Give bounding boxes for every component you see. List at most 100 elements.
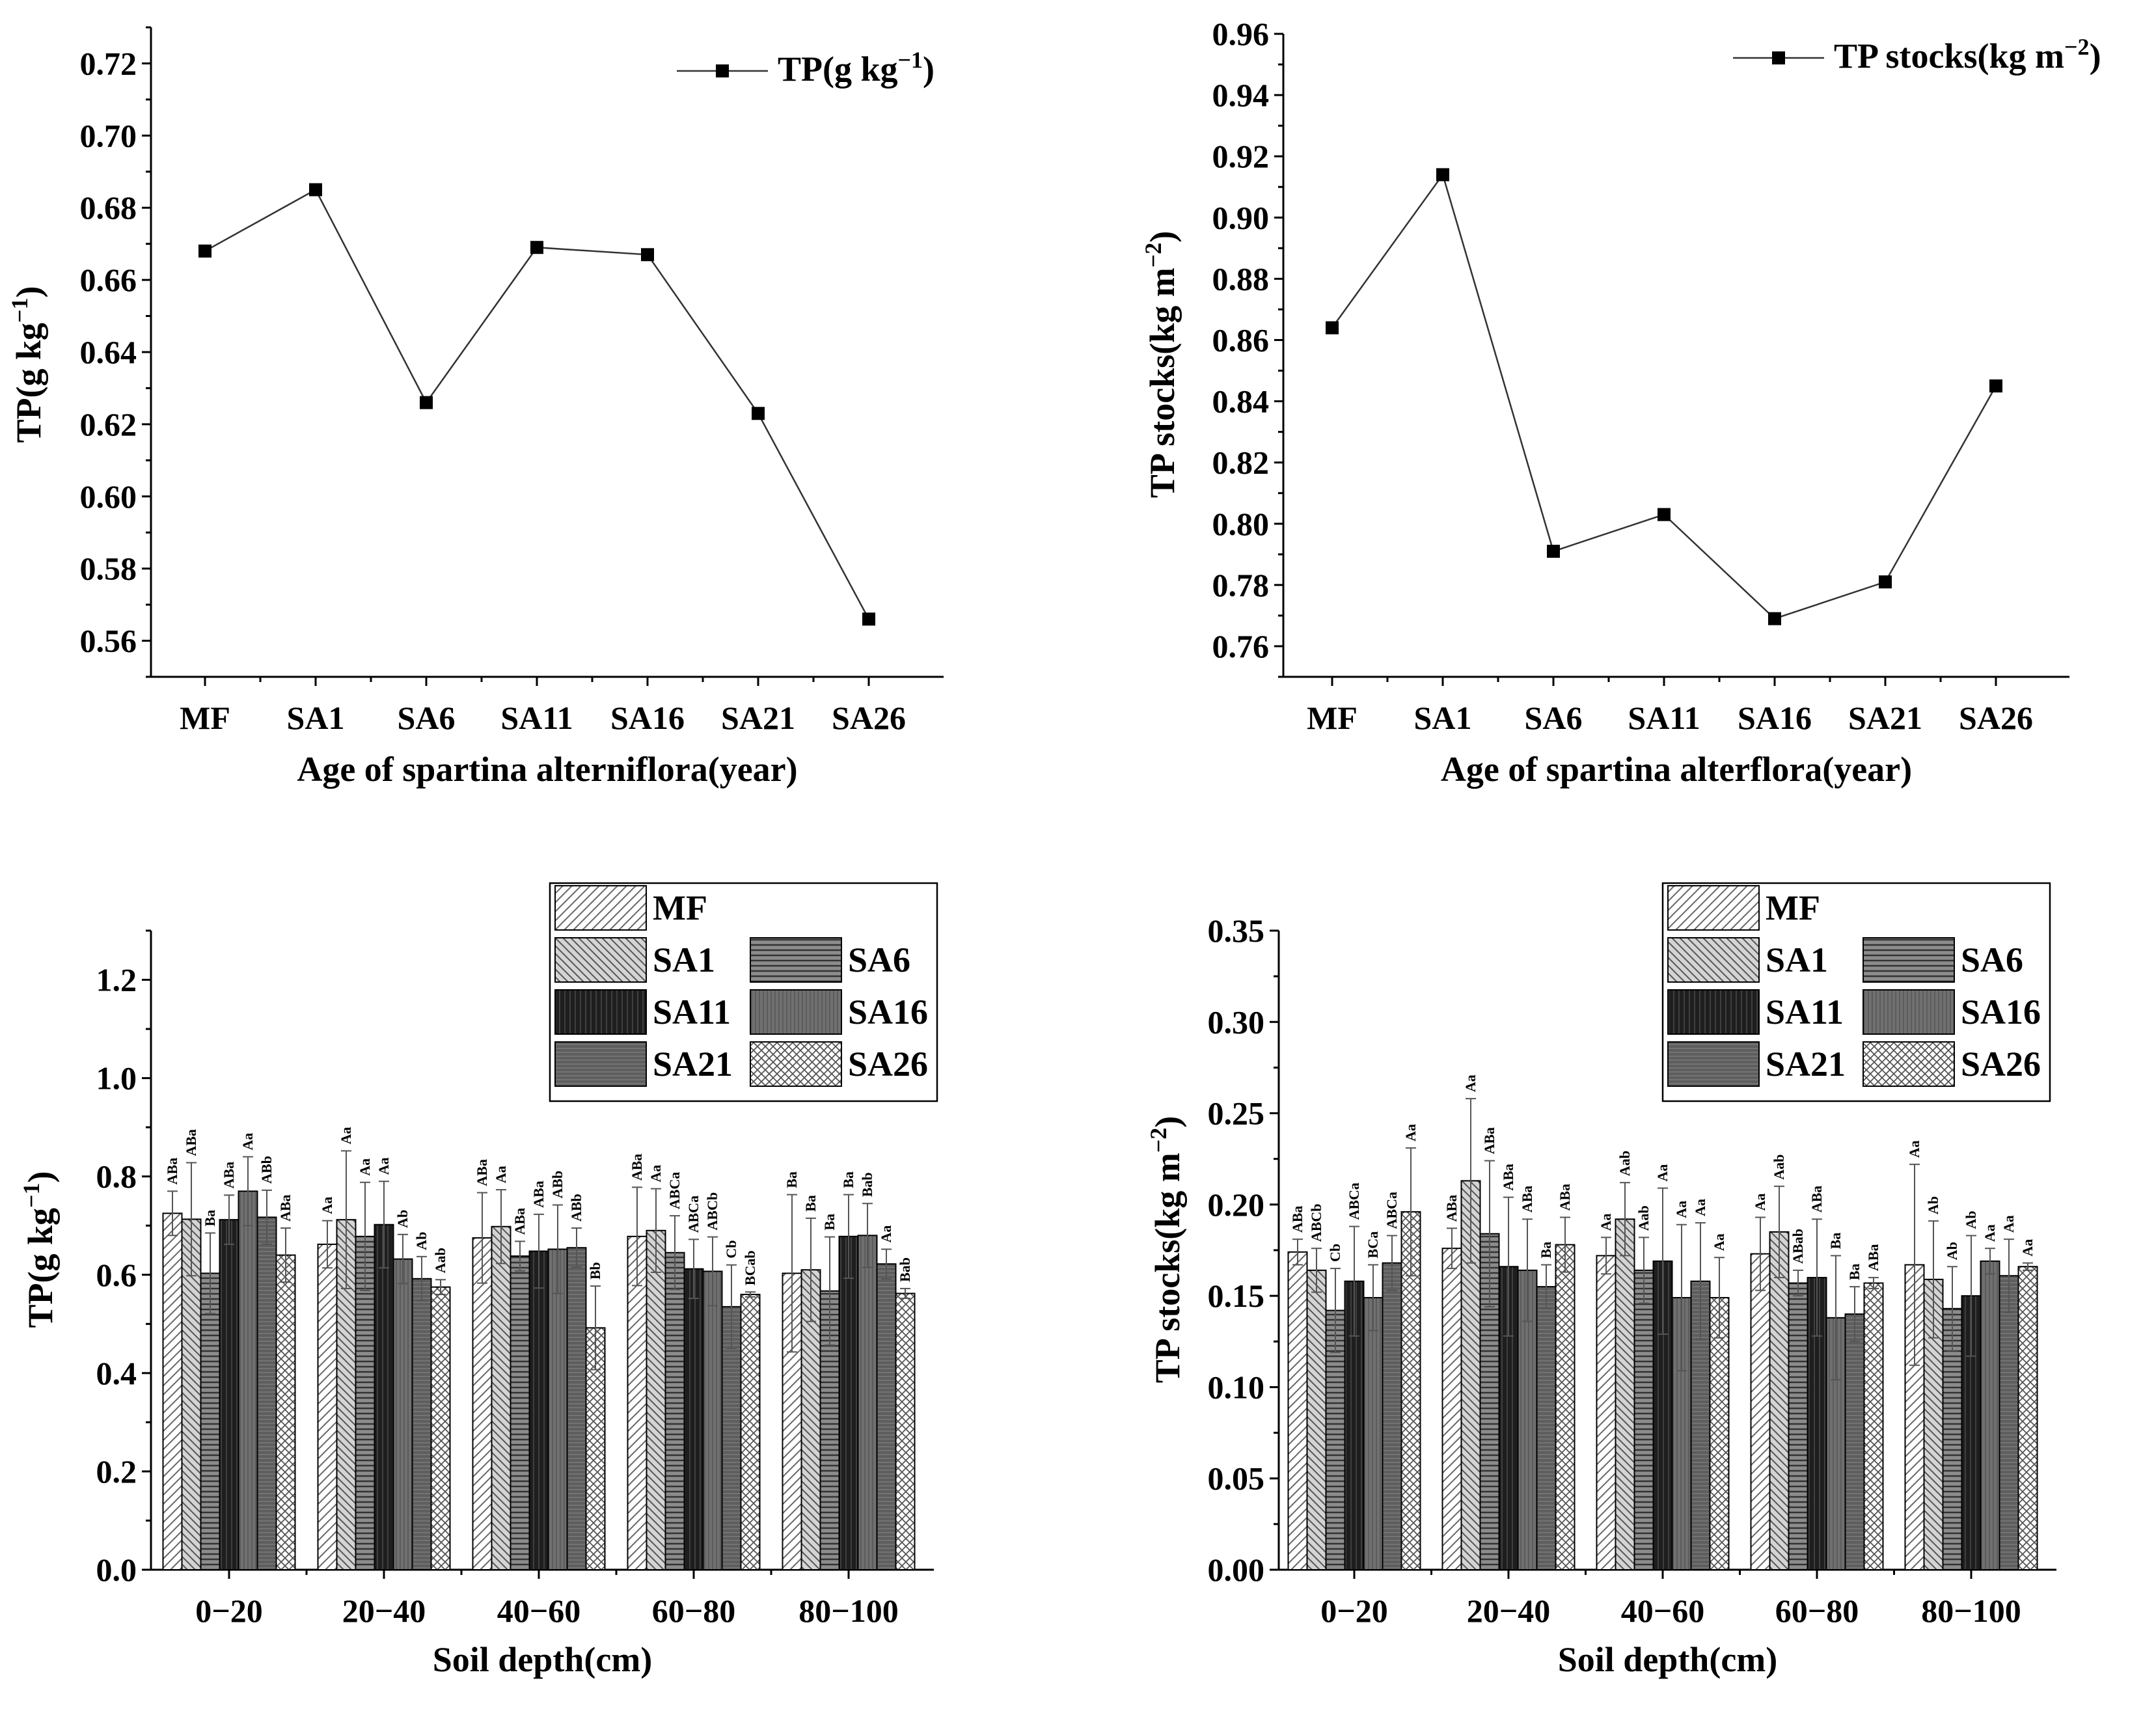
y-tick-label: 0.86 bbox=[1212, 321, 1270, 358]
bar bbox=[491, 1225, 512, 1571]
significance-label: ABab bbox=[1790, 1229, 1806, 1264]
significance-label: Aa bbox=[375, 1157, 392, 1175]
significance-label: ABa bbox=[1481, 1127, 1497, 1155]
significance-label: ABa bbox=[1557, 1184, 1573, 1211]
significance-label: ABa bbox=[530, 1181, 547, 1208]
y-tick-label: 0.66 bbox=[80, 262, 137, 298]
legend-swatch bbox=[1863, 937, 1955, 983]
bar bbox=[1690, 1280, 1711, 1570]
legend-label: SA11 bbox=[653, 992, 731, 1032]
significance-label: Aa bbox=[2019, 1239, 2036, 1257]
bar bbox=[430, 1286, 451, 1570]
significance-label: Aa bbox=[648, 1165, 664, 1183]
legend-swatch bbox=[750, 989, 842, 1035]
significance-label: ABCa bbox=[666, 1172, 683, 1209]
legend-label-main: TP stocks(kg m bbox=[1834, 36, 2064, 75]
legend-swatch bbox=[554, 989, 647, 1035]
significance-label: Ba bbox=[802, 1195, 819, 1212]
significance-label: Aab bbox=[432, 1248, 448, 1273]
significance-label: Aa bbox=[1692, 1199, 1708, 1216]
x-tick-label: SA6 bbox=[398, 700, 456, 736]
significance-label: Aa bbox=[357, 1158, 373, 1176]
significance-label: Aa bbox=[319, 1197, 335, 1214]
legend-label-end: ) bbox=[923, 49, 935, 89]
significance-label: Aa bbox=[493, 1166, 509, 1183]
legend-marker bbox=[716, 64, 729, 77]
x-tick-label: SA21 bbox=[721, 700, 795, 736]
significance-label: ABa bbox=[1519, 1186, 1535, 1213]
y-tick-label: 0.56 bbox=[80, 623, 137, 659]
y-tick-label: 0.58 bbox=[80, 551, 137, 587]
bar bbox=[1844, 1313, 1865, 1570]
data-point bbox=[752, 407, 765, 420]
significance-label: Ba bbox=[202, 1210, 218, 1227]
y-tick-label: 0.20 bbox=[1208, 1186, 1265, 1223]
x-tick-label: 0−20 bbox=[195, 1593, 263, 1629]
significance-label: Ba bbox=[840, 1171, 856, 1188]
x-axis-title: Soil depth(cm) bbox=[1558, 1640, 1778, 1679]
bar bbox=[472, 1237, 493, 1570]
x-tick-label: SA21 bbox=[1848, 700, 1922, 736]
data-point bbox=[1989, 379, 2002, 393]
y-tick-label: 0.96 bbox=[1212, 16, 1270, 52]
y-axis-title-sup: −2 bbox=[1140, 243, 1166, 268]
significance-label: Bab bbox=[859, 1172, 875, 1197]
x-tick-label: MF bbox=[1307, 700, 1358, 736]
significance-label: Aa bbox=[1906, 1140, 1922, 1158]
bar bbox=[528, 1250, 549, 1570]
legend-label: SA21 bbox=[1766, 1045, 1846, 1084]
x-axis-title: Age of spartina alterniflora(year) bbox=[297, 750, 797, 789]
y-tick-label: 0.00 bbox=[1208, 1552, 1265, 1588]
significance-label: ABCb bbox=[1308, 1204, 1324, 1242]
significance-label: Cb bbox=[1327, 1244, 1343, 1262]
legend-label: MF bbox=[1766, 888, 1820, 927]
legend-label-main: TP(g kg bbox=[778, 49, 898, 89]
y-axis-title: TP stocks(kg m−2) bbox=[1140, 231, 1182, 499]
legend-swatch bbox=[554, 937, 647, 983]
y-tick-label: 1.2 bbox=[96, 962, 137, 998]
x-tick-label: 80−100 bbox=[1921, 1593, 2021, 1629]
legend-label-end: ) bbox=[2090, 36, 2101, 75]
y-tick-label: 0.30 bbox=[1208, 1004, 1265, 1040]
bar bbox=[664, 1251, 685, 1571]
bar bbox=[275, 1254, 296, 1570]
y-axis-title-main: TP(g kg bbox=[21, 1208, 60, 1328]
data-point bbox=[1547, 545, 1560, 558]
data-point bbox=[309, 183, 322, 197]
bar bbox=[238, 1190, 258, 1571]
data-point bbox=[530, 241, 543, 254]
bar bbox=[1788, 1282, 1808, 1570]
legend-marker bbox=[1772, 51, 1785, 64]
bar bbox=[547, 1248, 568, 1571]
bar bbox=[200, 1272, 221, 1570]
significance-label: ABCa bbox=[1346, 1183, 1362, 1220]
bar bbox=[566, 1247, 587, 1570]
y-tick-label: 0.72 bbox=[80, 45, 137, 81]
significance-label: Ba bbox=[1538, 1242, 1554, 1259]
x-tick-label: SA1 bbox=[1414, 700, 1472, 736]
significance-label: Ba bbox=[784, 1171, 800, 1188]
legend-label: SA1 bbox=[1766, 940, 1828, 979]
y-axis-title-sup: −2 bbox=[1145, 1128, 1171, 1153]
x-tick-label: SA16 bbox=[1738, 700, 1812, 736]
legend-label: SA11 bbox=[1766, 992, 1844, 1032]
y-tick-label: 0.68 bbox=[80, 189, 137, 226]
y-tick-label: 0.25 bbox=[1208, 1095, 1265, 1132]
significance-label: Aa bbox=[1752, 1194, 1768, 1211]
significance-label: Ba bbox=[821, 1214, 838, 1231]
tp-stocks-line-chart: 0.76 0.78 0.80 0.82 0.84 0.86 0.88 0.90 0.92 0.94… bbox=[1140, 16, 2101, 789]
legend-swatch bbox=[1667, 937, 1760, 983]
y-tick-label: 0.78 bbox=[1212, 567, 1270, 603]
significance-label: Aa bbox=[1598, 1213, 1614, 1231]
bar bbox=[1306, 1269, 1327, 1571]
significance-label: Aa bbox=[1654, 1164, 1671, 1182]
significance-label: Aa bbox=[239, 1133, 256, 1151]
x-tick-label: SA11 bbox=[500, 700, 573, 736]
significance-label: Aa bbox=[1402, 1124, 1419, 1142]
series-line bbox=[1331, 172, 1997, 620]
y-tick-label: 0.84 bbox=[1212, 383, 1270, 420]
significance-label: Aa bbox=[878, 1225, 894, 1243]
x-tick-label: 80−100 bbox=[798, 1593, 899, 1629]
x-tick-label: 40−60 bbox=[1621, 1593, 1705, 1629]
significance-label: Ba bbox=[1846, 1263, 1863, 1280]
